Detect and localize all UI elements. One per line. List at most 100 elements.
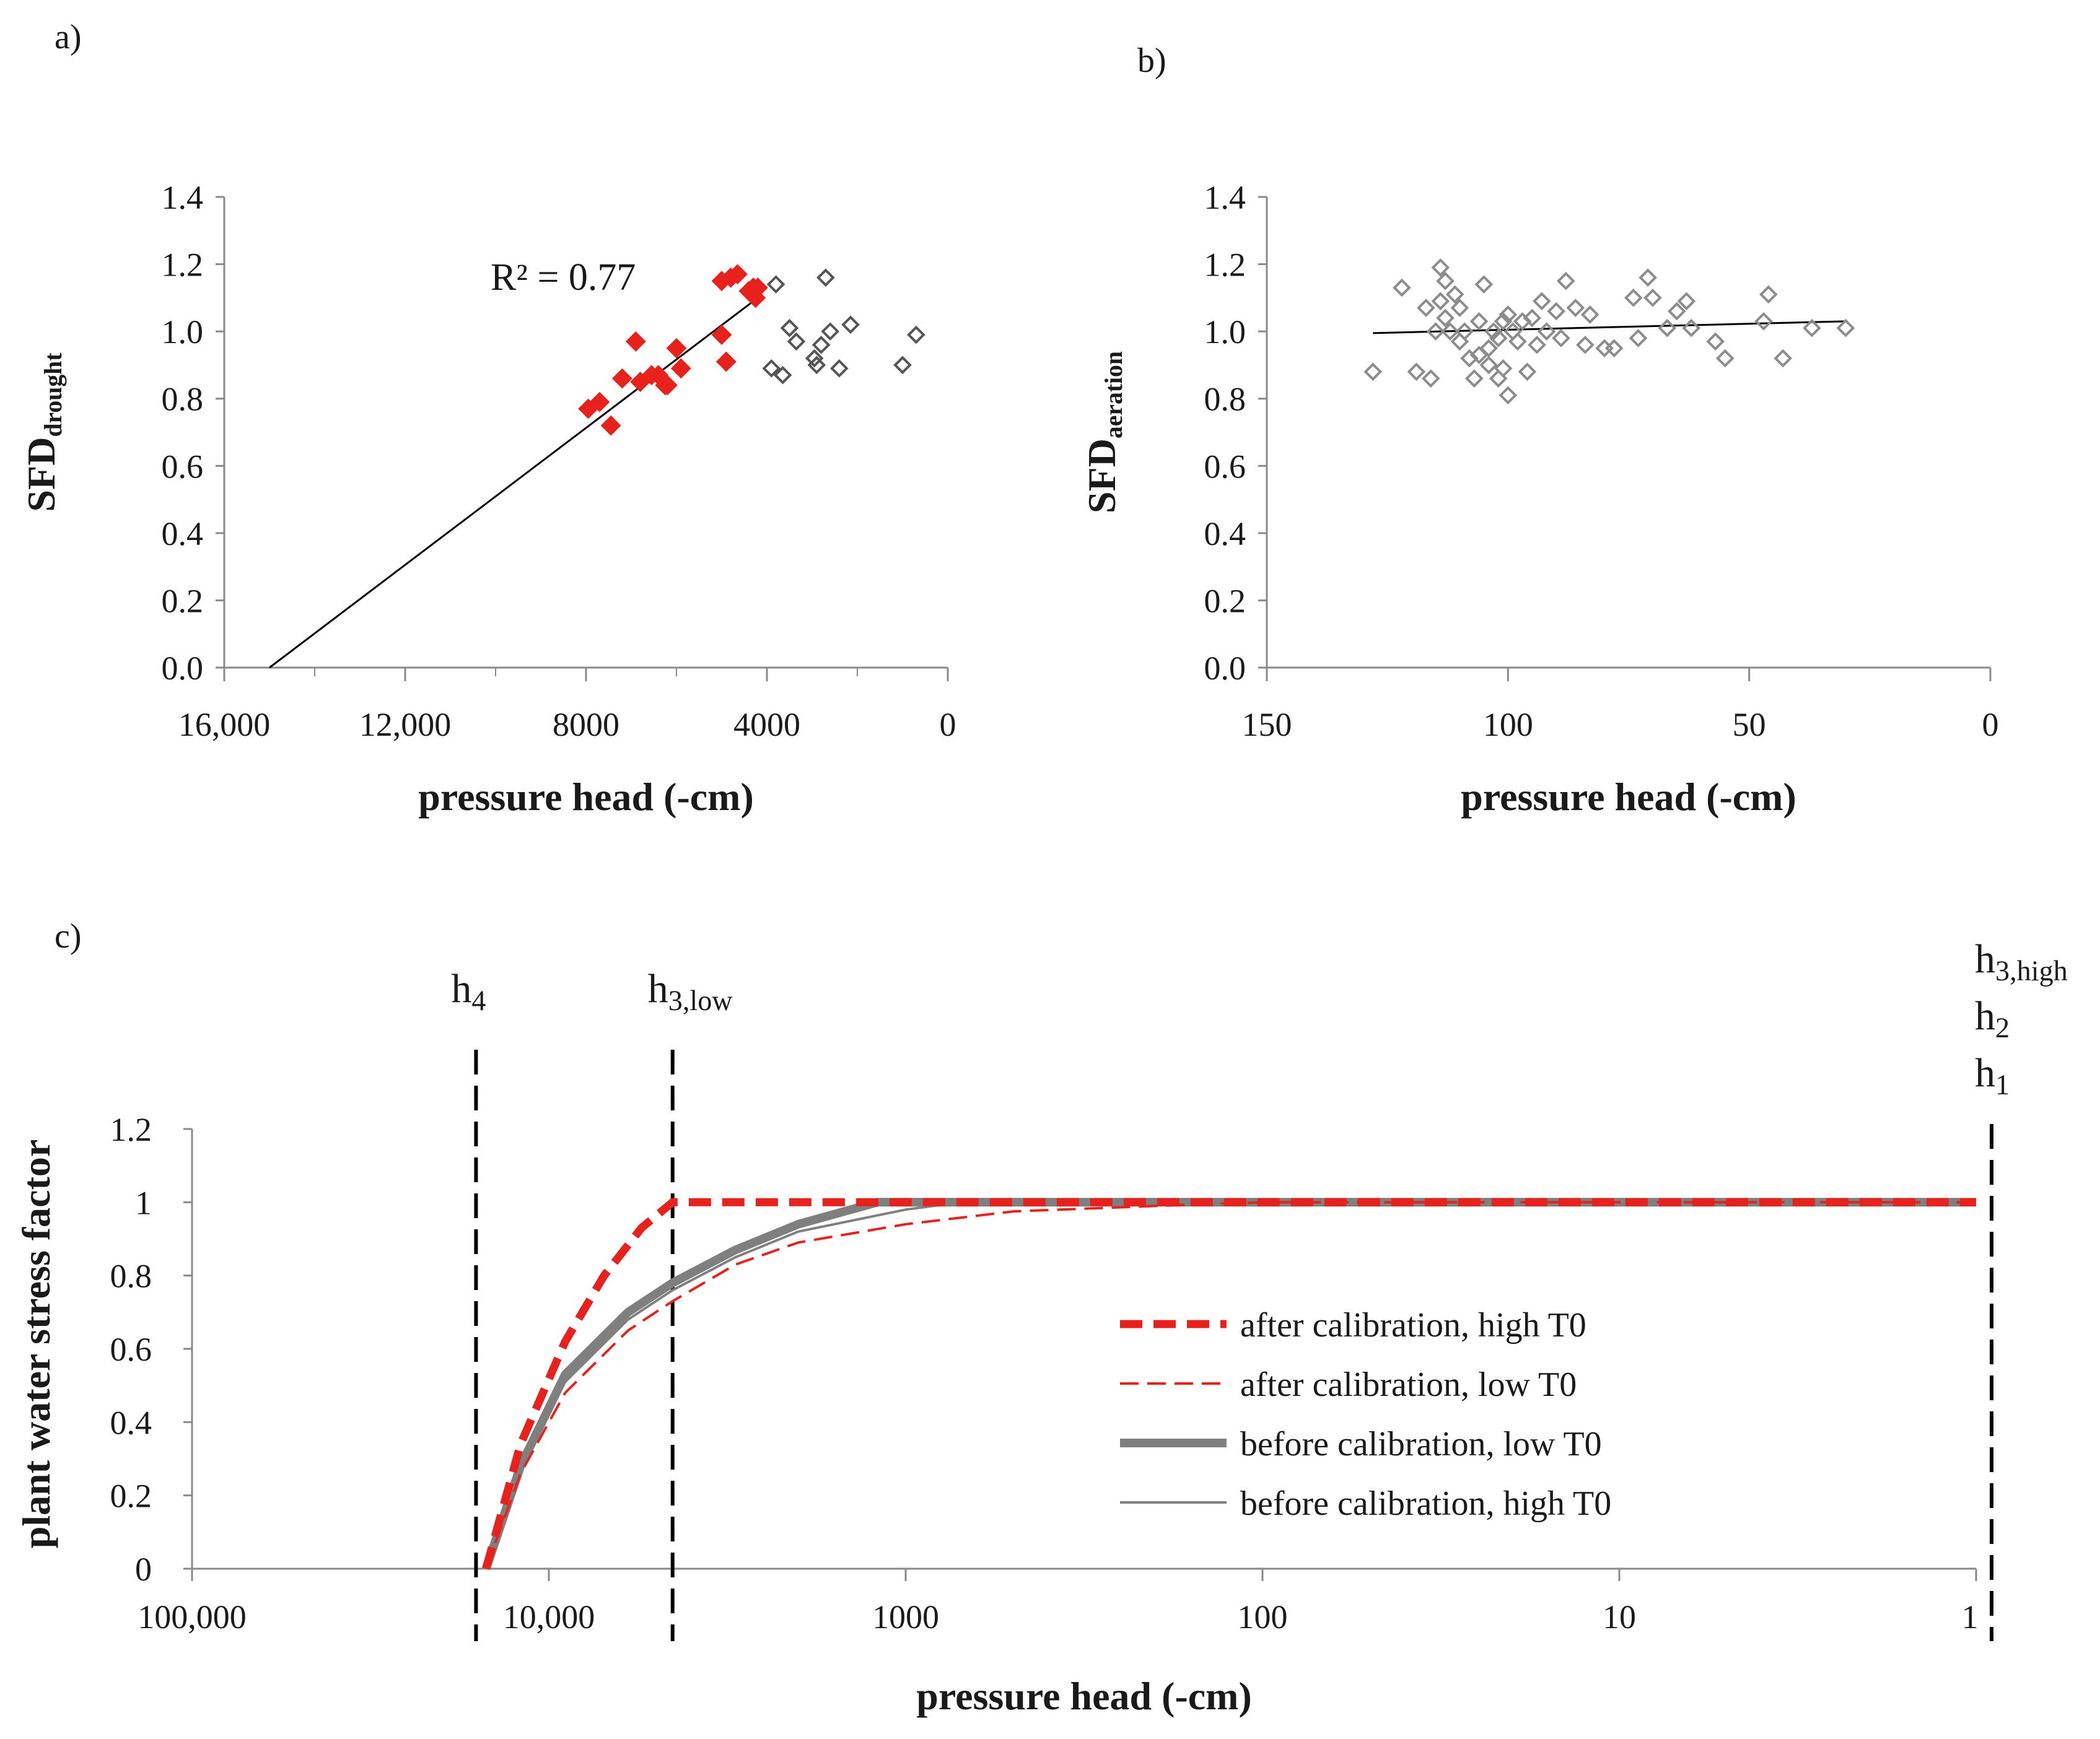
y-tick-label: 0.6 [110,1331,152,1368]
scatter-point [807,355,826,375]
scatter-point [1556,271,1575,290]
scatter-point [670,358,691,379]
x-tick-label: 0 [1982,706,1999,743]
scatter-point [1460,349,1479,368]
y-tick-label: 0.6 [162,448,204,485]
threshold-label: h4 [451,966,486,1016]
y-axis-label: plant water stress factor [14,1140,58,1549]
scatter-point [816,268,835,287]
x-tick-label: 8000 [553,706,619,743]
scatter-point [747,277,768,298]
scatter-point [1518,362,1537,381]
scatter-point [787,332,806,351]
scatter-point [1498,305,1518,324]
y-tick-label: 0.4 [162,515,204,552]
scatter-point [1426,322,1445,341]
scatter-point [1604,339,1624,358]
scatter-point [1513,312,1532,331]
scatter-point [1533,292,1551,311]
scatter-point [805,349,824,368]
y-tick-label: 0.8 [162,381,204,418]
scatter-point [1508,332,1527,351]
scatter-point [1455,322,1474,341]
scatter-point [1629,329,1648,347]
scatter-point [893,355,912,375]
y-axis-label: SFDaeration [1080,351,1127,513]
y-tick-label: 0.4 [1204,515,1246,552]
legend-entry: before calibration, high T0 [1240,1484,1611,1523]
panel-label: a) [55,18,82,56]
y-tick-label: 0 [135,1551,152,1588]
y-tick-label: 1.0 [1204,313,1246,351]
y-tick-label: 0.0 [1204,650,1246,687]
scatter-point [1363,362,1383,381]
trend-line [1373,320,1846,334]
scatter-point [1668,302,1686,321]
threshold-label: h2 [1975,993,2010,1044]
panel-b: 0.0 0.2 0.4 0.6 0.8 1.0 1.2 1.4 150 100 50 0 b) press… [1080,41,1999,819]
scatter-point [1759,285,1778,304]
scatter-point [766,275,785,294]
scatter-point [1580,305,1599,324]
scatter-point [1445,285,1464,304]
threshold-label: h3,low [648,966,733,1016]
scatter-point [821,322,840,341]
legend-entry: before calibration, low T0 [1240,1425,1602,1463]
scatter-point [1450,332,1469,351]
y-tick-label: 1.2 [162,246,204,284]
scatter-point [625,331,646,352]
scatter-point [600,415,621,436]
scatter-point [1803,318,1821,338]
series-line [482,1198,1976,1570]
scatter-point [1754,312,1773,331]
panel-label: b) [1137,41,1166,80]
scatter-point [1489,329,1508,347]
y-tick-label: 0.8 [110,1258,152,1295]
x-tick-label: 100 [1238,1598,1288,1636]
scatter-point [1706,332,1725,351]
y-tick-label: 1.2 [110,1111,152,1148]
trend-line [269,297,759,669]
scatter-point [1479,339,1498,358]
scatter-point [1450,299,1469,317]
x-axis-label: pressure head (-cm) [1461,775,1796,819]
scatter-point [1643,289,1662,307]
scatter-point [829,359,849,378]
y-tick-label: 0.2 [1204,582,1246,619]
scatter-point [715,351,737,372]
x-tick-label: 4000 [733,706,800,743]
series-line [484,1201,1976,1569]
scatter-point [1465,369,1484,388]
x-tick-label: 10 [1603,1598,1636,1636]
scatter-point [1431,292,1450,311]
panel-a: 0.0 0.2 0.4 0.6 0.8 1.0 1.2 1.4 16,000 12,000 8000… [19,18,956,819]
scatter-point [1494,312,1513,331]
scatter-point [1407,362,1426,381]
scatter-point [1595,339,1614,358]
y-axis-label: SFDdrought [19,352,67,512]
scatter-point [589,391,610,412]
legend-entry: after calibration, high T0 [1240,1306,1586,1345]
series-line [484,1201,1976,1569]
scatter-point [1715,349,1735,368]
x-tick-label: 100,000 [138,1598,247,1636]
scatter-point [841,315,860,334]
scatter-point [762,359,781,378]
scatter-point [1774,349,1792,368]
scatter-point [666,338,687,359]
scatter-point [1836,318,1855,338]
x-axis-label: pressure head (-cm) [418,775,754,819]
legend-entry: after calibration, low T0 [1240,1366,1577,1404]
scatter-point [1528,336,1546,354]
y-tick-label: 1.4 [1204,179,1246,216]
x-tick-label: 10,000 [503,1598,595,1636]
y-tick-label: 0.0 [162,650,204,687]
scatter-point [1436,271,1455,290]
x-axis-label: pressure head (-cm) [916,1674,1252,1718]
y-tick-label: 0.2 [110,1478,152,1515]
scatter-point [1638,268,1657,287]
scatter-point [727,264,748,285]
y-tick-label: 0.6 [1204,448,1246,485]
panel-label: c) [55,917,82,956]
scatter-point [1474,275,1494,294]
